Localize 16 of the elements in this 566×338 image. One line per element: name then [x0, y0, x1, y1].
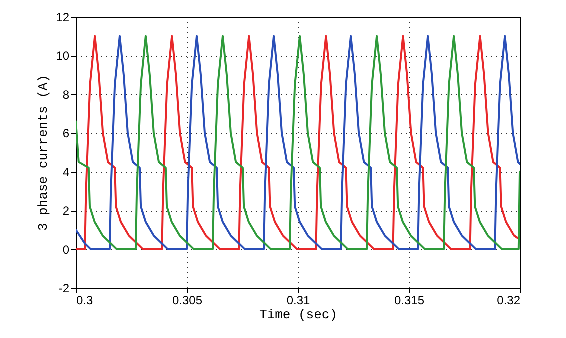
y-tick-label: 4 [62, 165, 70, 180]
y-tick-label: 0 [62, 242, 70, 257]
x-axis-title: Time (sec) [259, 308, 338, 322]
x-tick-label: 0.315 [394, 294, 425, 308]
y-tick-label: 6 [62, 126, 70, 141]
x-tick-label: 0.32 [497, 294, 521, 308]
line-series [76, 35, 520, 250]
y-tick-label: 10 [56, 49, 70, 64]
y-axis-title: 3 phase currents (A) [36, 74, 52, 232]
x-tick-label: 0.31 [286, 294, 310, 308]
y-tick-label: 2 [62, 204, 70, 218]
y-tick-label: 12 [56, 10, 70, 24]
y-tick-label: 8 [62, 88, 70, 102]
x-tick-label: 0.305 [172, 294, 203, 308]
x-tick-label: 0.3 [76, 294, 94, 308]
y-tick-label: -2 [58, 282, 70, 296]
